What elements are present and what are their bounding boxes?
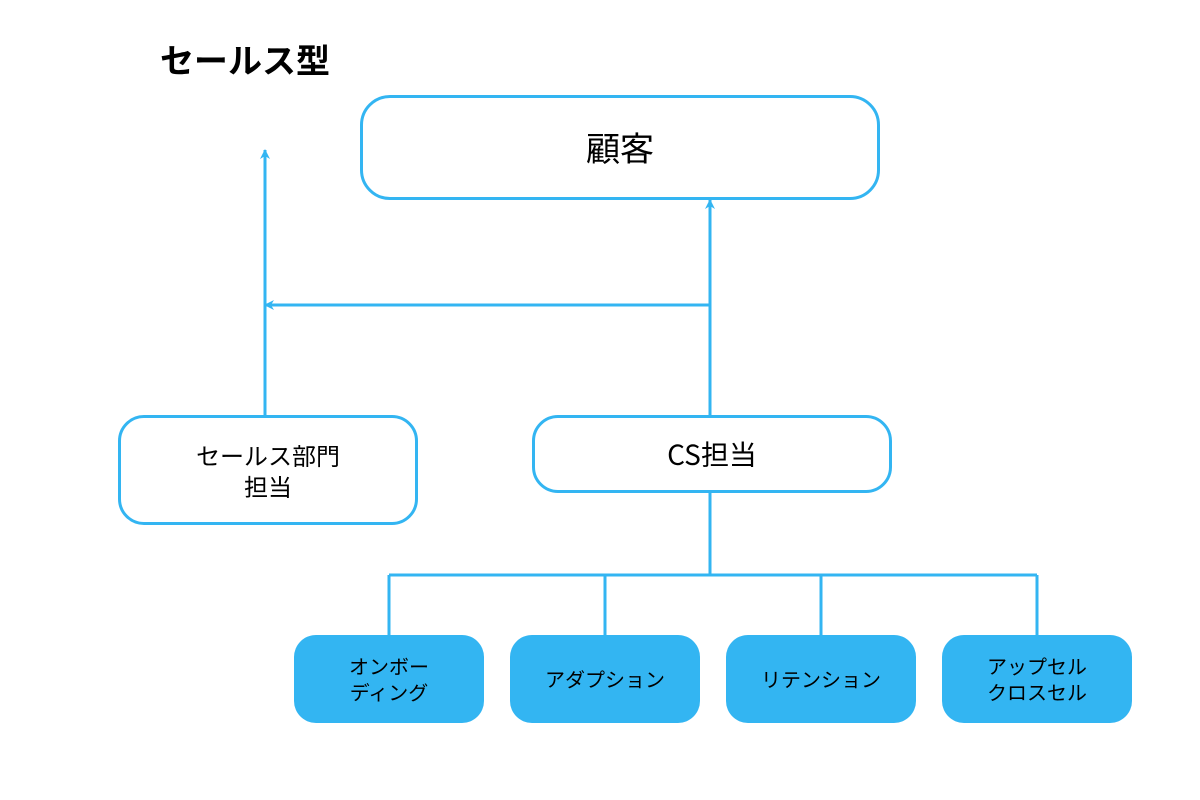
- node-upsell-label: アップセルクロスセル: [987, 653, 1087, 705]
- diagram-title: セールス型: [160, 34, 330, 83]
- node-onboarding: オンボーディング: [294, 635, 484, 723]
- node-retention: リテンション: [726, 635, 916, 723]
- node-retention-label: リテンション: [761, 666, 881, 692]
- node-sales: セールス部門担当: [118, 415, 418, 525]
- node-upsell: アップセルクロスセル: [942, 635, 1132, 723]
- node-onboarding-label: オンボーディング: [349, 653, 429, 705]
- node-adoption-label: アダプション: [545, 666, 665, 692]
- edge-cs-to-sales: [265, 305, 710, 415]
- node-cs: CS担当: [532, 415, 892, 493]
- node-customer-label: 顧客: [586, 125, 654, 169]
- node-cs-label: CS担当: [667, 436, 757, 472]
- edge-group: [265, 150, 1037, 635]
- node-customer: 顧客: [360, 95, 880, 200]
- node-sales-label: セールス部門担当: [196, 439, 340, 501]
- node-adoption: アダプション: [510, 635, 700, 723]
